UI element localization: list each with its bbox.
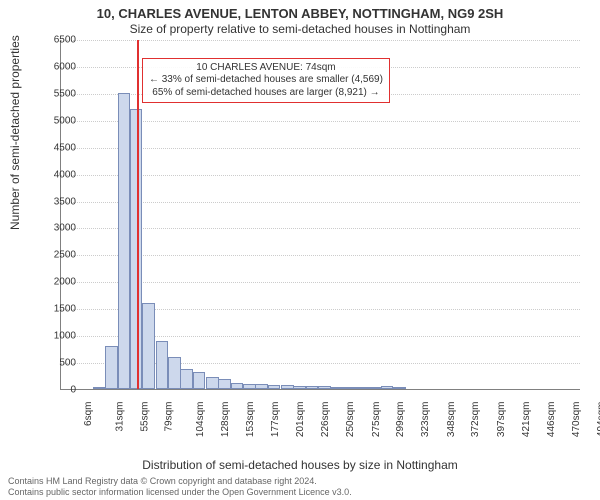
page-title: 10, CHARLES AVENUE, LENTON ABBEY, NOTTIN… xyxy=(0,6,600,21)
x-tick-label: 348sqm xyxy=(446,402,457,438)
y-tick-label: 0 xyxy=(36,385,76,396)
histogram-bar xyxy=(268,385,281,389)
histogram-bar xyxy=(331,387,344,389)
y-tick-label: 3000 xyxy=(36,223,76,234)
x-tick-label: 397sqm xyxy=(496,402,507,438)
histogram-bar xyxy=(93,387,106,389)
histogram-bar xyxy=(293,386,306,389)
y-tick-label: 6500 xyxy=(36,35,76,46)
y-tick-label: 4000 xyxy=(36,169,76,180)
annotation-line: 10 CHARLES AVENUE: 74sqm xyxy=(149,62,383,75)
histogram-bar xyxy=(318,386,331,389)
x-tick-label: 275sqm xyxy=(371,402,382,438)
histogram-bar xyxy=(142,303,155,389)
y-tick-label: 500 xyxy=(36,358,76,369)
y-tick-label: 2000 xyxy=(36,277,76,288)
histogram-bar xyxy=(118,93,131,389)
y-tick-label: 1500 xyxy=(36,304,76,315)
x-tick-label: 201sqm xyxy=(295,402,306,438)
x-tick-label: 323sqm xyxy=(420,402,431,438)
histogram-plot: 10 CHARLES AVENUE: 74sqm← 33% of semi-de… xyxy=(60,40,580,390)
histogram-bar xyxy=(231,383,244,389)
histogram-bar xyxy=(393,387,406,389)
y-tick-label: 4500 xyxy=(36,142,76,153)
y-tick-label: 5500 xyxy=(36,88,76,99)
histogram-bar xyxy=(356,387,369,389)
footer-line1: Contains HM Land Registry data © Crown c… xyxy=(8,476,352,487)
annotation-line: 65% of semi-detached houses are larger (… xyxy=(149,87,383,100)
x-tick-label: 250sqm xyxy=(345,402,356,438)
footer-attribution: Contains HM Land Registry data © Crown c… xyxy=(8,476,352,498)
x-tick-label: 372sqm xyxy=(470,402,481,438)
histogram-bar xyxy=(193,372,206,389)
x-tick-label: 421sqm xyxy=(521,402,532,438)
histogram-bar xyxy=(218,379,231,389)
x-axis-label: Distribution of semi-detached houses by … xyxy=(0,458,600,472)
annotation-line: ← 33% of semi-detached houses are smalle… xyxy=(149,74,383,87)
x-tick-label: 494sqm xyxy=(596,402,600,438)
x-tick-label: 128sqm xyxy=(220,402,231,438)
x-tick-label: 446sqm xyxy=(546,402,557,438)
y-tick-label: 1000 xyxy=(36,331,76,342)
x-tick-label: 226sqm xyxy=(320,402,331,438)
x-tick-label: 470sqm xyxy=(571,402,582,438)
histogram-bar xyxy=(180,369,193,389)
x-tick-label: 153sqm xyxy=(245,402,256,438)
histogram-bar xyxy=(156,341,169,389)
histogram-bar xyxy=(381,386,394,389)
x-tick-label: 6sqm xyxy=(83,402,94,426)
histogram-bar xyxy=(368,387,381,389)
histogram-bar xyxy=(344,387,357,389)
y-tick-label: 2500 xyxy=(36,250,76,261)
x-tick-label: 299sqm xyxy=(395,402,406,438)
histogram-bar xyxy=(243,384,256,389)
property-marker-line xyxy=(137,40,139,389)
x-tick-label: 55sqm xyxy=(139,402,150,432)
y-tick-label: 6000 xyxy=(36,61,76,72)
footer-line2: Contains public sector information licen… xyxy=(8,487,352,498)
x-tick-label: 177sqm xyxy=(270,402,281,438)
x-tick-label: 79sqm xyxy=(164,402,175,432)
histogram-bar xyxy=(281,385,294,389)
histogram-bar xyxy=(168,357,181,389)
page-subtitle: Size of property relative to semi-detach… xyxy=(0,22,600,36)
x-tick-label: 104sqm xyxy=(195,402,206,438)
x-tick-label: 31sqm xyxy=(114,402,125,432)
histogram-bar xyxy=(206,377,219,389)
histogram-bar xyxy=(306,386,319,389)
histogram-bar xyxy=(255,384,268,389)
y-tick-label: 3500 xyxy=(36,196,76,207)
y-axis-label: Number of semi-detached properties xyxy=(8,35,22,230)
annotation-box: 10 CHARLES AVENUE: 74sqm← 33% of semi-de… xyxy=(142,58,390,104)
histogram-bar xyxy=(105,346,118,389)
y-tick-label: 5000 xyxy=(36,115,76,126)
